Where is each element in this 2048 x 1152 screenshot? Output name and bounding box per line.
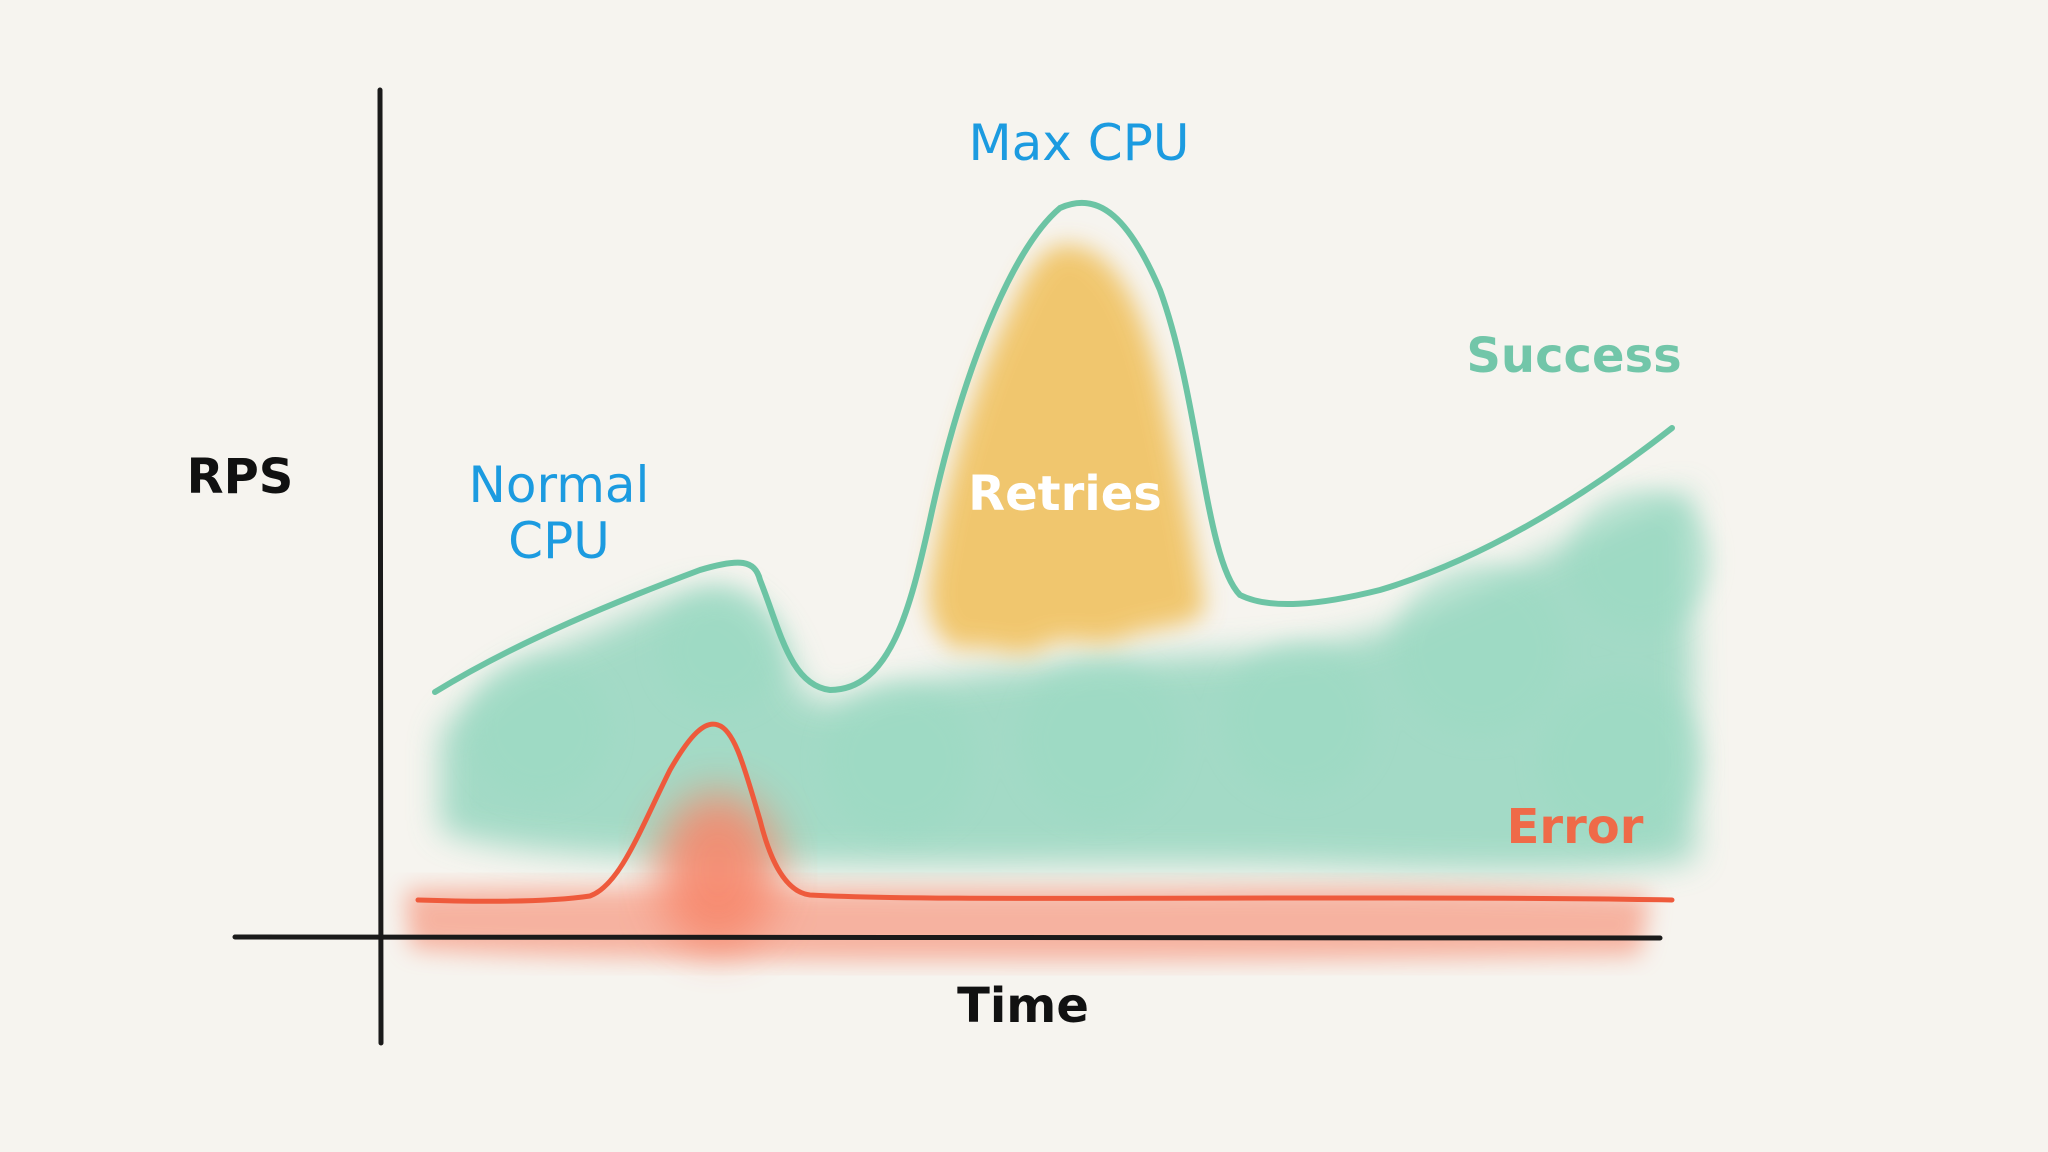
x-axis: [232, 934, 1663, 941]
y-axis-label: RPS: [187, 449, 294, 505]
error-label: Error: [1507, 799, 1644, 855]
retries-region: [928, 244, 1205, 653]
success-region-texture: [470, 490, 1710, 840]
success-label: Success: [1466, 328, 1681, 384]
retries-label: Retries: [968, 466, 1162, 522]
y-axis: [377, 87, 384, 1046]
x-axis-label: Time: [957, 978, 1089, 1034]
normal-cpu-label-line2: CPU: [508, 512, 610, 570]
error-peak-region: [656, 792, 780, 948]
error-peak-fill: [656, 792, 780, 948]
retries-region-fill: [928, 244, 1205, 653]
max-cpu-label: Max CPU: [969, 114, 1190, 172]
error-line: [415, 721, 1675, 904]
normal-cpu-label-line1: Normal: [469, 456, 650, 514]
success-line: [432, 200, 1675, 695]
